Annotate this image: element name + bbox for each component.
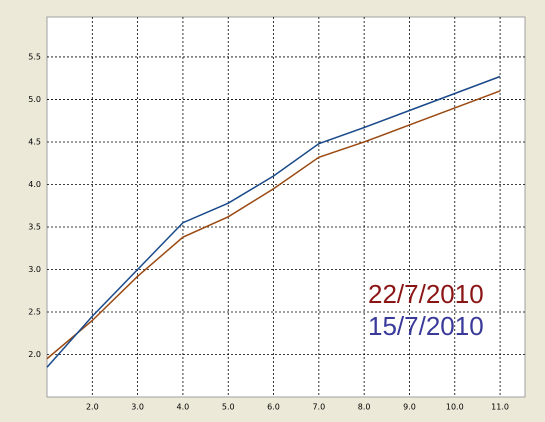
x-tick-label: 6.0: [267, 403, 280, 412]
x-tick-label: 11.0: [491, 403, 509, 412]
x-tick-label: 10.0: [446, 403, 464, 412]
y-tick-label: 3.0: [28, 265, 41, 274]
x-tick-label: 2.0: [86, 403, 99, 412]
y-tick-label: 2.0: [28, 350, 41, 359]
y-tick-label: 5.5: [28, 52, 41, 61]
x-tick-label: 7.0: [312, 403, 325, 412]
x-tick-label: 3.0: [131, 403, 144, 412]
y-tick-label: 4.0: [28, 180, 41, 189]
y-tick-label: 3.5: [28, 222, 41, 231]
plot-area: [46, 16, 526, 398]
y-tick-label: 2.5: [28, 307, 41, 316]
x-tick-label: 5.0: [222, 403, 235, 412]
y-tick-label: 4.5: [28, 137, 41, 146]
y-tick-label: 5.0: [28, 95, 41, 104]
x-tick-label: 8.0: [358, 403, 371, 412]
legend-label: 15/7/2010: [368, 311, 484, 341]
series-line: [46, 90, 501, 360]
x-tick-label: 9.0: [403, 403, 416, 412]
series-line: [46, 75, 501, 368]
x-tick-label: 4.0: [177, 403, 190, 412]
legend-label: 22/7/2010: [368, 279, 484, 309]
